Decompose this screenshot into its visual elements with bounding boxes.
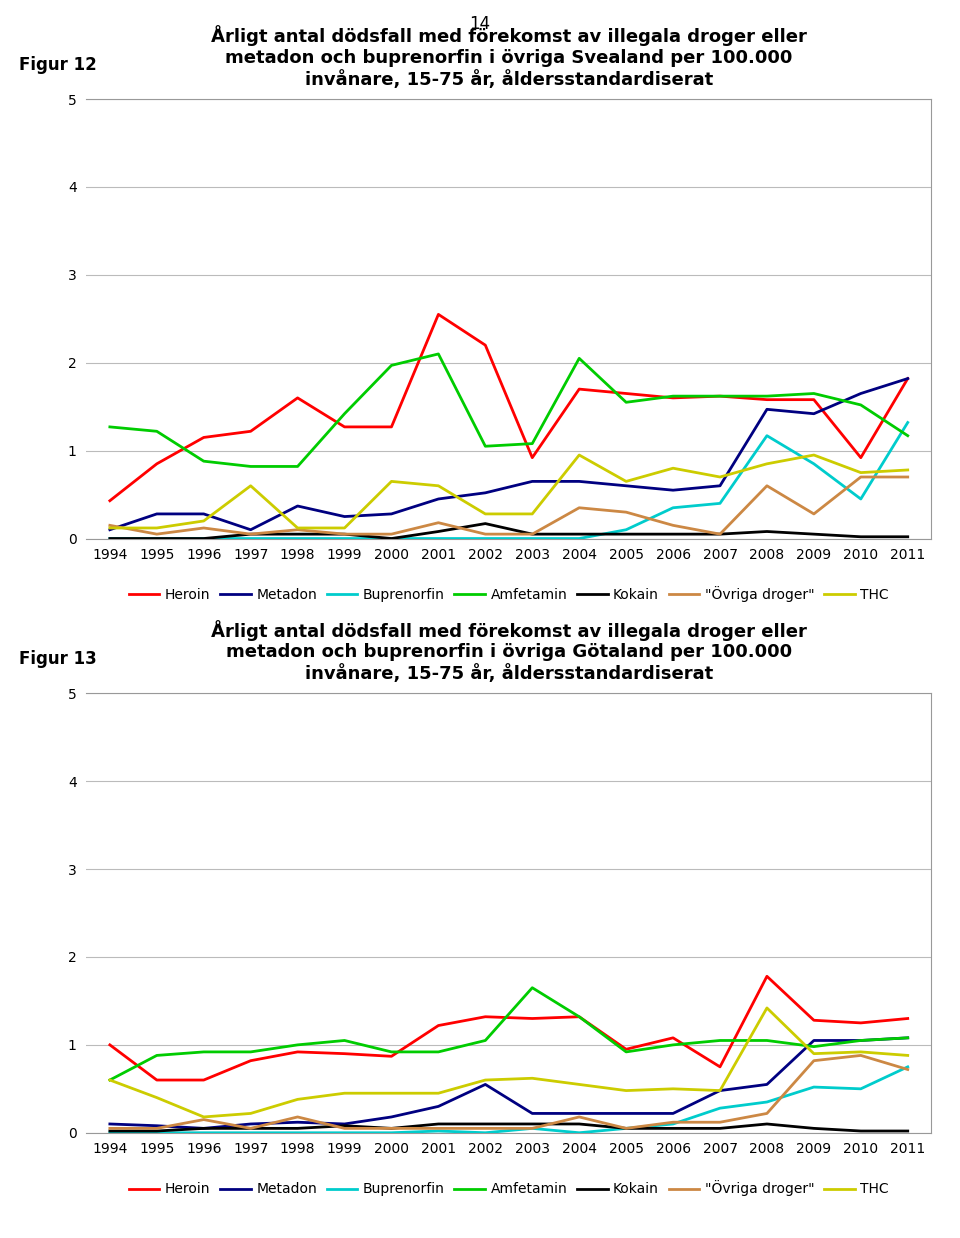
- Legend: Heroin, Metadon, Buprenorfin, Amfetamin, Kokain, "Övriga droger", THC: Heroin, Metadon, Buprenorfin, Amfetamin,…: [123, 581, 895, 608]
- Text: Figur 13: Figur 13: [19, 650, 97, 669]
- Text: Figur 12: Figur 12: [19, 56, 97, 74]
- Title: Årligt antal dödsfall med förekomst av illegala droger eller
metadon och bupreno: Årligt antal dödsfall med förekomst av i…: [211, 26, 806, 89]
- Text: 14: 14: [469, 15, 491, 33]
- Title: Årligt antal dödsfall med förekomst av illegala droger eller
metadon och bupreno: Årligt antal dödsfall med förekomst av i…: [211, 620, 806, 683]
- Legend: Heroin, Metadon, Buprenorfin, Amfetamin, Kokain, "Övriga droger", THC: Heroin, Metadon, Buprenorfin, Amfetamin,…: [123, 1175, 895, 1202]
